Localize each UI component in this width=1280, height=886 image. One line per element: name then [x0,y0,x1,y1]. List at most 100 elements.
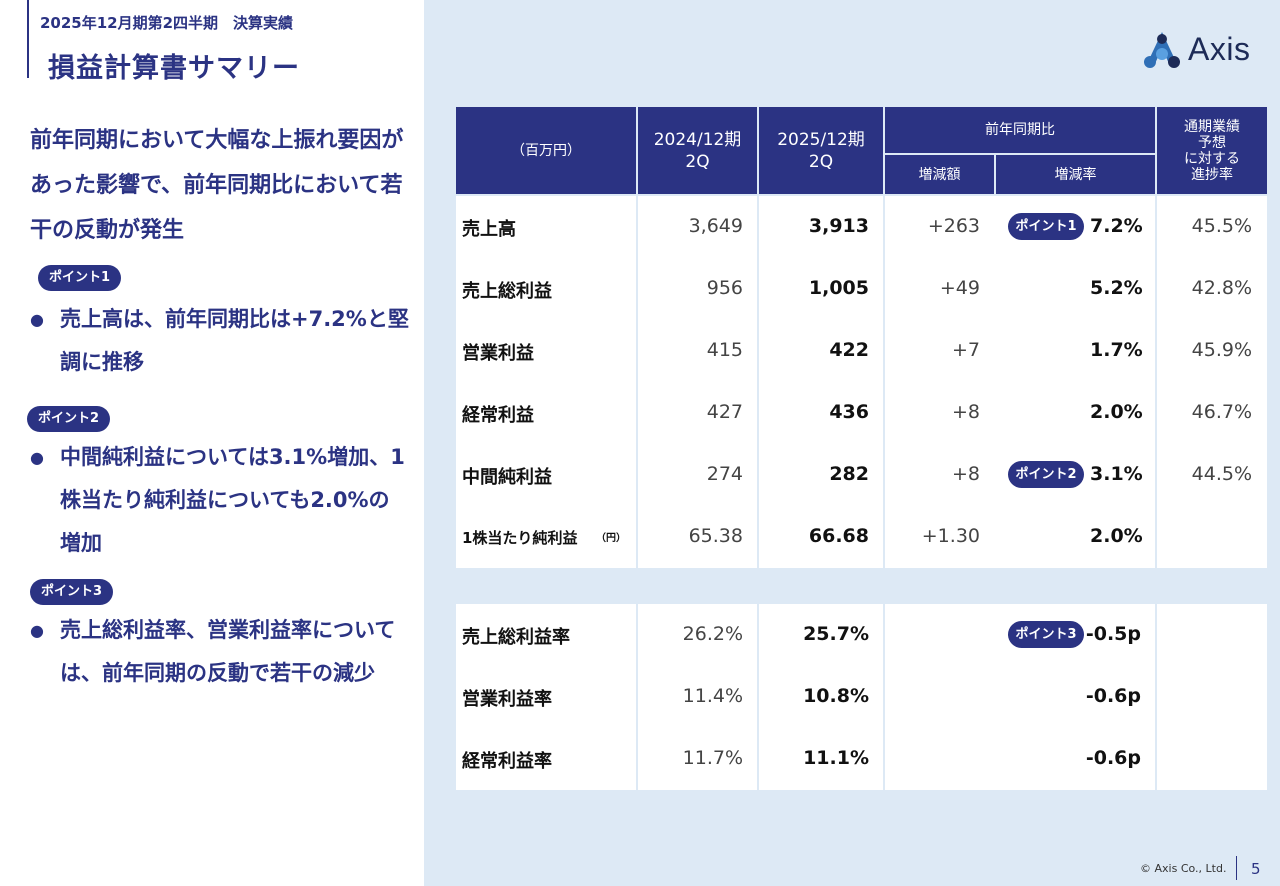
point-badge-3: ポイント3 [30,579,114,605]
diff-label: 増減額 [918,166,961,183]
curr-value: 436 [829,401,869,423]
ratio-rate-value: -0.6p [1085,685,1141,707]
progress-value: 45.5% [1191,215,1252,237]
prev-value: 274 [706,463,743,485]
ratio-curr-value: 11.1% [803,747,869,769]
header-rate: 増減率 [996,155,1155,194]
progress-label-1: 通期業績 [1184,118,1240,135]
progress-value: 46.7% [1191,401,1252,423]
progress-label-4: 進捗率 [1191,166,1233,183]
ratio-curr-value: 25.7% [803,623,869,645]
ratio-col-label-bg [456,604,636,790]
prev-value: 956 [706,277,743,299]
ratio-row-label: 売上総利益率 [462,627,570,648]
header-curr: 2025/12期 2Q [759,107,883,194]
col-progress-bg [1157,196,1267,568]
curr-value: 282 [829,463,869,485]
ratio-col-progress-bg [1157,604,1267,790]
unit-label: （百万円） [511,142,581,159]
col-label-bg [456,196,636,568]
rate-value: 3.1% [1090,463,1143,485]
axis-logo-icon [1144,32,1180,68]
diff-value: +8 [951,463,980,485]
bullet-dot-icon: ● [30,448,44,467]
ratio-col-prev-bg [638,604,757,790]
copyright: © Axis Co., Ltd. [1140,862,1227,875]
progress-value: 42.8% [1191,277,1252,299]
point-badge: ポイント1 [1008,213,1084,240]
bullet-dot-icon: ● [30,310,44,329]
curr-quarter-label: 2Q [808,151,834,172]
diff-value: +8 [951,401,980,423]
progress-value: 45.9% [1191,339,1252,361]
rate-value: 7.2% [1090,215,1143,237]
point-text-1: 売上高は、前年同期比は+7.2%と堅調に推移 [60,307,409,374]
curr-value: 1,005 [808,277,869,299]
rate-label: 増減率 [1054,166,1097,183]
ratio-prev-value: 11.4% [682,685,743,707]
page-number: 5 [1251,860,1261,878]
ratio-curr-value: 10.8% [803,685,869,707]
row-label: 売上高 [462,219,516,240]
ratio-rate-value: -0.5p [1085,623,1141,645]
page-separator [1236,856,1237,880]
point-text-2: 中間純利益については3.1%増加、1株当たり純利益についても2.0%の増加 [60,445,405,555]
point-text-3: 売上総利益率、営業利益率については、前年同期の反動で若干の減少 [60,618,396,685]
prev-value: 427 [706,401,743,423]
row-label: 1株当たり純利益 [462,529,578,547]
ratio-prev-value: 11.7% [682,747,743,769]
curr-value: 422 [829,339,869,361]
diff-value: +263 [927,215,980,237]
page-subtitle: 2025年12月期第2四半期 決算実績 [40,14,294,32]
point-item-3: ● 売上総利益率、営業利益率については、前年同期の反動で若干の減少 [30,609,410,695]
row-label: 経常利益 [462,405,534,426]
headline: 前年同期において大幅な上振れ要因があった影響で、前年同期比において若干の反動が発… [30,128,404,243]
point-item-2: ● 中間純利益については3.1%増加、1株当たり純利益についても2.0%の増加 [30,436,410,565]
row-label: 営業利益 [462,343,534,364]
ratio-row-label: 営業利益率 [462,689,552,710]
ratio-row-label: 経常利益率 [462,751,552,772]
rate-value: 5.2% [1090,277,1143,299]
curr-value: 66.68 [808,525,869,547]
prev-value: 65.38 [688,525,743,547]
col-curr-bg [759,196,883,568]
rate-value: 2.0% [1090,401,1143,423]
curr-value: 3,913 [808,215,869,237]
bullet-dot-icon: ● [30,621,44,640]
row-label: 中間純利益 [462,467,552,488]
page-title: 損益計算書サマリー [48,53,300,84]
curr-period-label: 2025/12期 [777,129,865,150]
col-yoy-bg [885,196,1155,568]
title-accent-line [27,0,29,78]
row-unit: （円） [596,533,626,544]
col-prev-bg [638,196,757,568]
prev-value: 415 [706,339,743,361]
point-badge: ポイント2 [1008,461,1084,488]
progress-label-2: 予想 [1198,134,1226,151]
prev-value: 3,649 [688,215,743,237]
progress-value: 44.5% [1191,463,1252,485]
header-unit: （百万円） [456,107,636,194]
logo-text: Axis [1188,31,1251,67]
point-item-1: ● 売上高は、前年同期比は+7.2%と堅調に推移 [30,298,410,384]
ratio-prev-value: 26.2% [682,623,743,645]
header-yoy: 前年同期比 [885,107,1155,153]
rate-value: 1.7% [1090,339,1143,361]
progress-label-3: に対する [1184,150,1240,167]
point-badge-1: ポイント1 [38,265,122,291]
point-badge: ポイント3 [1008,621,1084,648]
header-prev: 2024/12期 2Q [638,107,757,194]
row-label: 売上総利益 [462,281,552,302]
prev-quarter-label: 2Q [685,151,710,172]
point-badge-2: ポイント2 [27,406,111,432]
prev-period-label: 2024/12期 [653,129,742,150]
company-logo: Axis [1140,30,1260,70]
ratio-col-curr-bg [759,604,883,790]
header-diff: 増減額 [885,155,994,194]
yoy-label: 前年同期比 [985,122,1055,138]
diff-value: +1.30 [921,525,980,547]
diff-value: +7 [951,339,980,361]
rate-value: 2.0% [1090,525,1143,547]
ratio-rate-value: -0.6p [1085,747,1141,769]
header-progress: 通期業績 予想 に対する 進捗率 [1157,107,1267,194]
